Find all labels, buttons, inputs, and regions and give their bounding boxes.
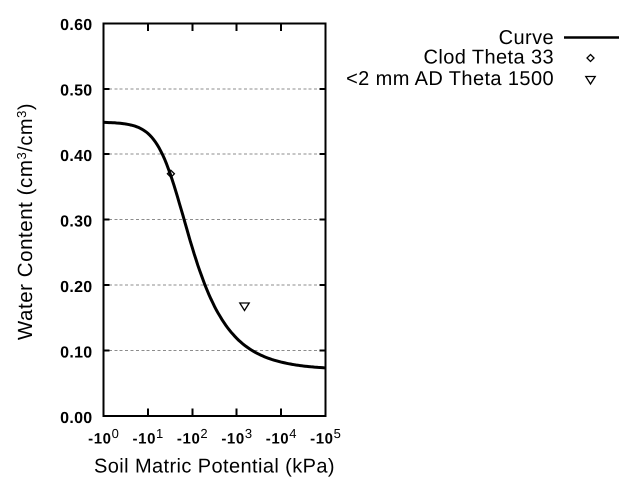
svg-text:0.20: 0.20 bbox=[60, 279, 92, 296]
svg-text:Clod Theta 33: Clod Theta 33 bbox=[424, 47, 554, 69]
svg-text:0.50: 0.50 bbox=[60, 83, 92, 100]
svg-text:0.30: 0.30 bbox=[60, 214, 92, 231]
svg-text:Water Content (cm3/cm3): Water Content (cm3/cm3) bbox=[14, 103, 37, 340]
svg-text:-103: -103 bbox=[221, 426, 252, 448]
svg-text:Curve: Curve bbox=[499, 27, 554, 49]
svg-text:0.40: 0.40 bbox=[60, 148, 92, 165]
svg-text:0.60: 0.60 bbox=[60, 17, 92, 34]
svg-text:-102: -102 bbox=[177, 426, 208, 448]
svg-text:<2 mm AD Theta 1500: <2 mm AD Theta 1500 bbox=[346, 68, 554, 90]
svg-text:-100: -100 bbox=[88, 426, 119, 448]
svg-text:0.10: 0.10 bbox=[60, 344, 92, 361]
svg-text:Soil Matric Potential (kPa): Soil Matric Potential (kPa) bbox=[94, 456, 335, 478]
svg-text:0.00: 0.00 bbox=[60, 410, 92, 427]
svg-text:-101: -101 bbox=[133, 426, 164, 448]
svg-text:-105: -105 bbox=[310, 426, 341, 448]
svg-text:-104: -104 bbox=[266, 426, 297, 448]
